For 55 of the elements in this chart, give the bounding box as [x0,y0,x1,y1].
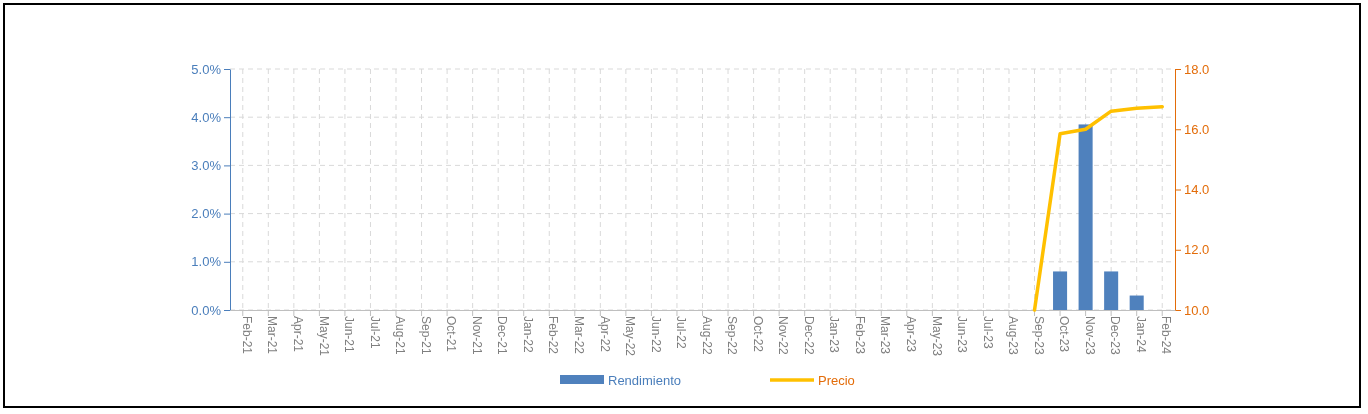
x-tick-label: Feb-23 [852,316,867,355]
x-tick-label: Oct-21 [444,316,459,353]
x-tick-label: Sep-23 [1031,316,1046,356]
y-tick-label: 2.0% [191,206,222,222]
legend-label: Rendimiento [608,373,681,388]
x-tick-label: Oct-23 [1057,316,1072,353]
x-tick-label: Dec-23 [1108,316,1123,356]
x-tick-label: Jul-23 [980,316,995,350]
x-tick-label: May-21 [316,316,331,357]
x-tick-label: May-22 [623,316,638,357]
bar [1129,295,1144,310]
x-tick-label: Jan-22 [520,316,535,354]
x-tick-label: Sep-22 [725,316,740,356]
x-tick-label: Apr-21 [291,316,306,353]
y-tick-label: 3.0% [191,158,222,174]
x-tick-label: Feb-22 [546,316,561,355]
x-tick-label: Apr-22 [597,316,612,353]
line-series [1032,104,1164,312]
x-tick-label: Mar-21 [265,316,280,355]
y2-tick-label: 14.0 [1184,182,1210,198]
x-tick-label: Jun-22 [648,316,663,354]
x-tick-label: Mar-22 [572,316,586,355]
x-tick-label: Feb-24 [1159,316,1174,355]
y2-tick-label: 12.0 [1184,242,1210,258]
x-tick-label: Dec-22 [801,316,816,356]
y-tick-label: 4.0% [191,109,222,125]
x-tick-label: Aug-22 [699,316,714,356]
x-tick-label: Aug-21 [393,316,408,356]
legend-label: Precio [818,373,855,388]
x-tick-label: May-23 [929,316,944,357]
y-tick-label: 5.0% [191,61,222,77]
x-tick-label: Nov-22 [776,316,791,356]
x-tick-label: Feb-21 [239,316,254,355]
x-tick-label: Jan-23 [827,316,842,354]
y-tick-label: 0.0% [191,302,222,318]
y2-tick-label: 10.0 [1184,302,1210,318]
y2-tick-label: 16.0 [1184,121,1210,137]
x-tick-label: Jun-23 [955,316,970,354]
y-tick-label: 1.0% [191,254,222,270]
x-tick-label: Jul-21 [367,316,382,350]
bar [1078,124,1093,310]
x-tick-label: Nov-21 [469,316,484,356]
y2-tick-label: 18.0 [1184,61,1210,77]
x-tick-label: Jan-24 [1133,316,1148,354]
x-tick-label: Aug-23 [1006,316,1021,356]
x-tick-label: Dec-21 [495,316,510,356]
x-tick-label: Oct-22 [750,316,765,353]
bar [1053,271,1068,310]
bar [1104,271,1119,310]
x-tick-label: Sep-21 [418,316,433,356]
x-tick-label: Mar-23 [878,316,893,355]
x-tick-label: Jun-21 [342,316,357,354]
x-tick-label: Apr-23 [904,316,919,353]
x-tick-label: Jul-22 [674,316,689,350]
x-tick-label: Nov-23 [1082,316,1097,356]
